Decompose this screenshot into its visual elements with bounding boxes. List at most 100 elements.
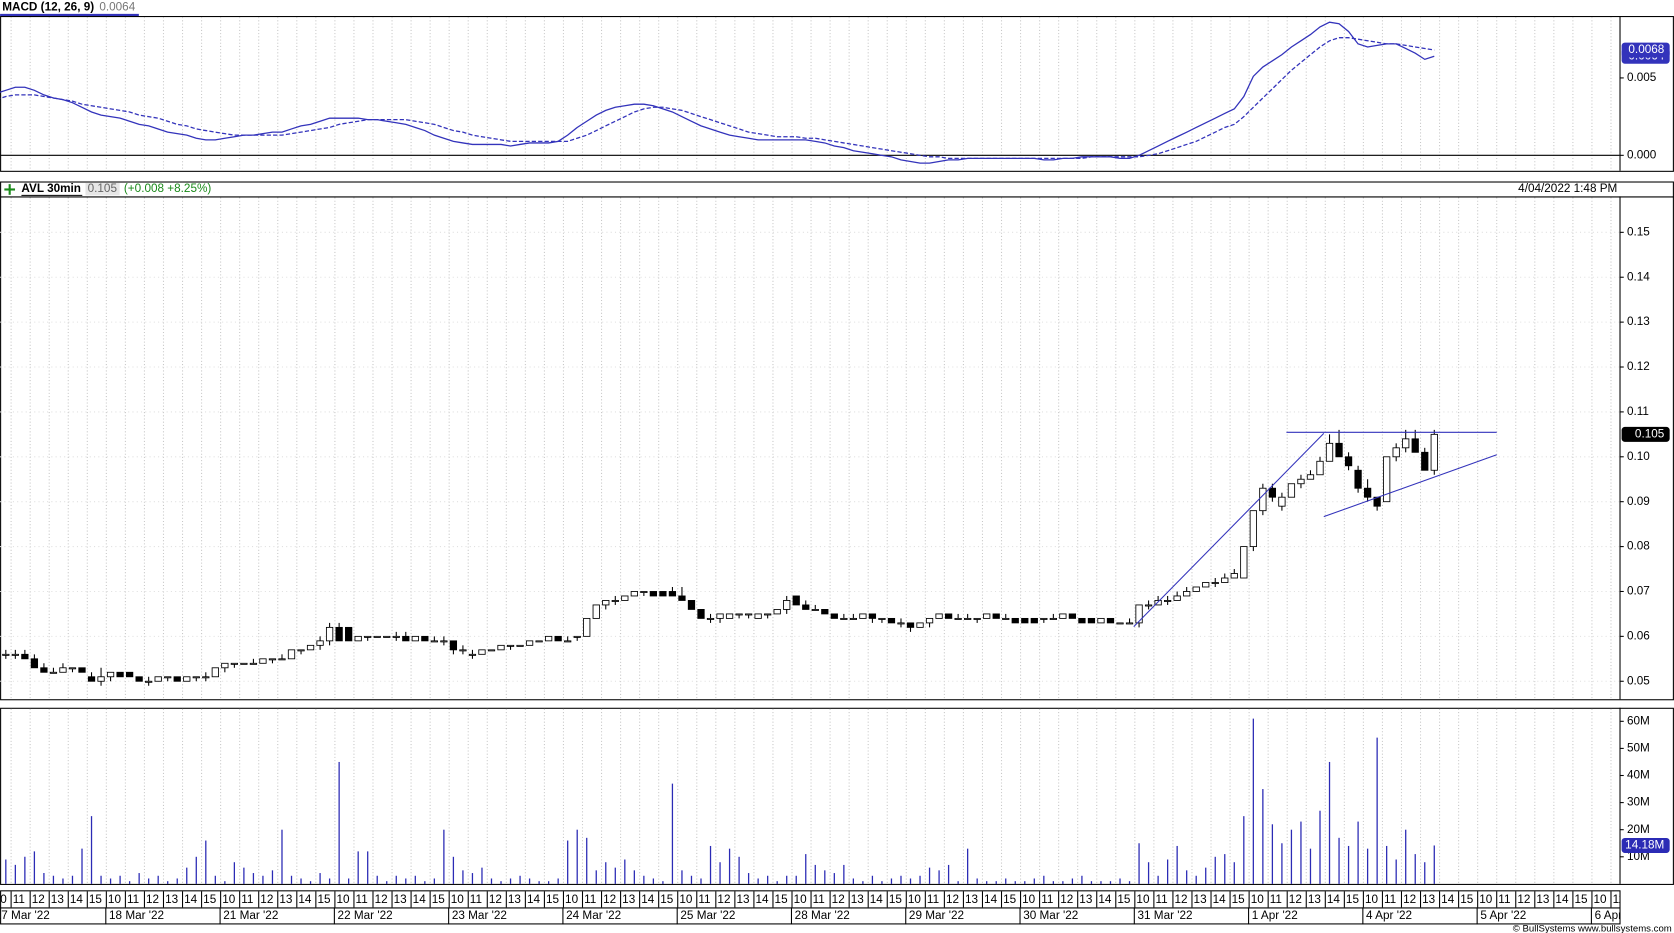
x-tick-label: 10 [1251,893,1265,906]
candle-body [954,617,962,620]
candle-body [1411,438,1419,453]
x-tick-label: 11 [927,893,939,906]
last-price-bg [85,182,120,196]
candle-body [1278,496,1286,507]
candle-body [830,613,838,619]
x-tick-label: 13 [279,893,293,906]
date-label: 31 Mar '22 [1138,909,1193,922]
candle-body [983,613,991,619]
candle-body [1202,582,1210,588]
candle-body [240,662,248,665]
candle-body [802,604,810,610]
candle-body [364,635,372,638]
x-tick-label: 15 [1232,893,1246,906]
candle-body [973,617,981,620]
candle-body [1021,617,1029,624]
macd-last: 0.0064 [99,1,135,14]
candle-body [1421,451,1429,471]
x-tick-label: 14 [756,893,770,906]
candle-body [1221,577,1229,583]
candle-body [278,658,286,661]
x-tick-label: 13 [1422,893,1436,906]
candle-body [887,617,896,624]
candle-body [659,591,667,597]
candle-body [964,617,972,620]
candle-body [192,676,200,679]
price-tick-label: 0.14 [1627,270,1650,283]
candle-body [1087,617,1096,624]
x-tick-label: 11 [1613,893,1625,906]
candle-body [944,613,953,619]
x-tick-label: 10 [1479,893,1493,906]
candle-body [1287,483,1296,498]
candle-body [459,649,467,652]
candle-body [516,644,524,647]
date-label: 28 Mar '22 [795,909,850,922]
x-tick-label: 12 [375,893,388,906]
x-tick-label: 15 [89,893,103,906]
x-tick-label: 13 [622,893,636,906]
x-tick-label: 12 [1175,893,1188,906]
x-tick-label: 14 [298,893,312,906]
candle-body [468,653,477,656]
x-tick-label: 13 [394,893,408,906]
date-label: 18 Mar '22 [109,909,164,922]
signal-value-box [1621,42,1670,58]
candle-body [125,671,134,678]
candle-body [1392,447,1400,458]
candle-body [345,626,353,642]
candle-body [1106,617,1115,624]
x-tick-label: 11 [1498,893,1510,906]
candle-body [744,613,753,616]
x-tick-label: 11 [127,893,139,906]
candle-body [706,617,715,620]
candle-body [1268,487,1277,498]
candle-body [1249,510,1257,548]
volume-value-text: 14.18M [1625,839,1664,852]
x-tick-label: 15 [546,893,560,906]
candle-body [506,644,515,647]
candle-body [573,635,581,638]
add-icon[interactable] [4,184,16,195]
x-tick-label: 13 [508,893,522,906]
candle-body [1164,600,1172,602]
candle-body [1230,573,1238,579]
x-tick-label: 10 [1594,893,1608,906]
x-tick-label: 11 [1384,893,1396,906]
x-tick-label: 14 [1555,893,1569,906]
x-tick-label: 12 [717,893,730,906]
x-tick-label: 13 [1194,893,1208,906]
candle-body [859,613,867,619]
x-tick-label: 13 [51,893,65,906]
x-tick-label: 10 [222,893,236,906]
price-value-text: 0.105 [1635,427,1665,440]
candle-body [478,649,486,655]
x-tick-label: 11 [698,893,710,906]
candle-body [1154,600,1162,606]
candle-body [183,676,191,682]
x-tick-label: 11 [813,893,825,906]
volume-panel [0,707,1674,885]
volume-tick-label: 10M [1627,850,1650,863]
candle-body [487,649,496,652]
candle-body [49,671,58,674]
symbol-title[interactable]: AVL 30min [21,182,81,195]
x-tick-label: 11 [1041,893,1053,906]
candle-body [440,640,448,643]
x-tick-label: 15 [1003,893,1017,906]
candle-body [783,600,791,610]
candle-body [868,613,877,619]
candle-body [354,635,362,642]
x-tick-label: 10 [794,893,808,906]
date-label: 4 Apr '22 [1366,909,1412,922]
last-price: 0.105 [88,182,118,195]
x-tick-label: 15 [889,893,903,906]
x-tick-label: 15 [317,893,331,906]
candle-body [306,644,315,651]
x-tick-label: 10 [0,893,7,906]
price-tick-label: 0.09 [1627,495,1650,508]
candle-body [630,591,638,597]
x-tick-label: 13 [736,893,750,906]
x-tick-label: 13 [965,893,979,906]
x-tick-label: 15 [1574,893,1588,906]
